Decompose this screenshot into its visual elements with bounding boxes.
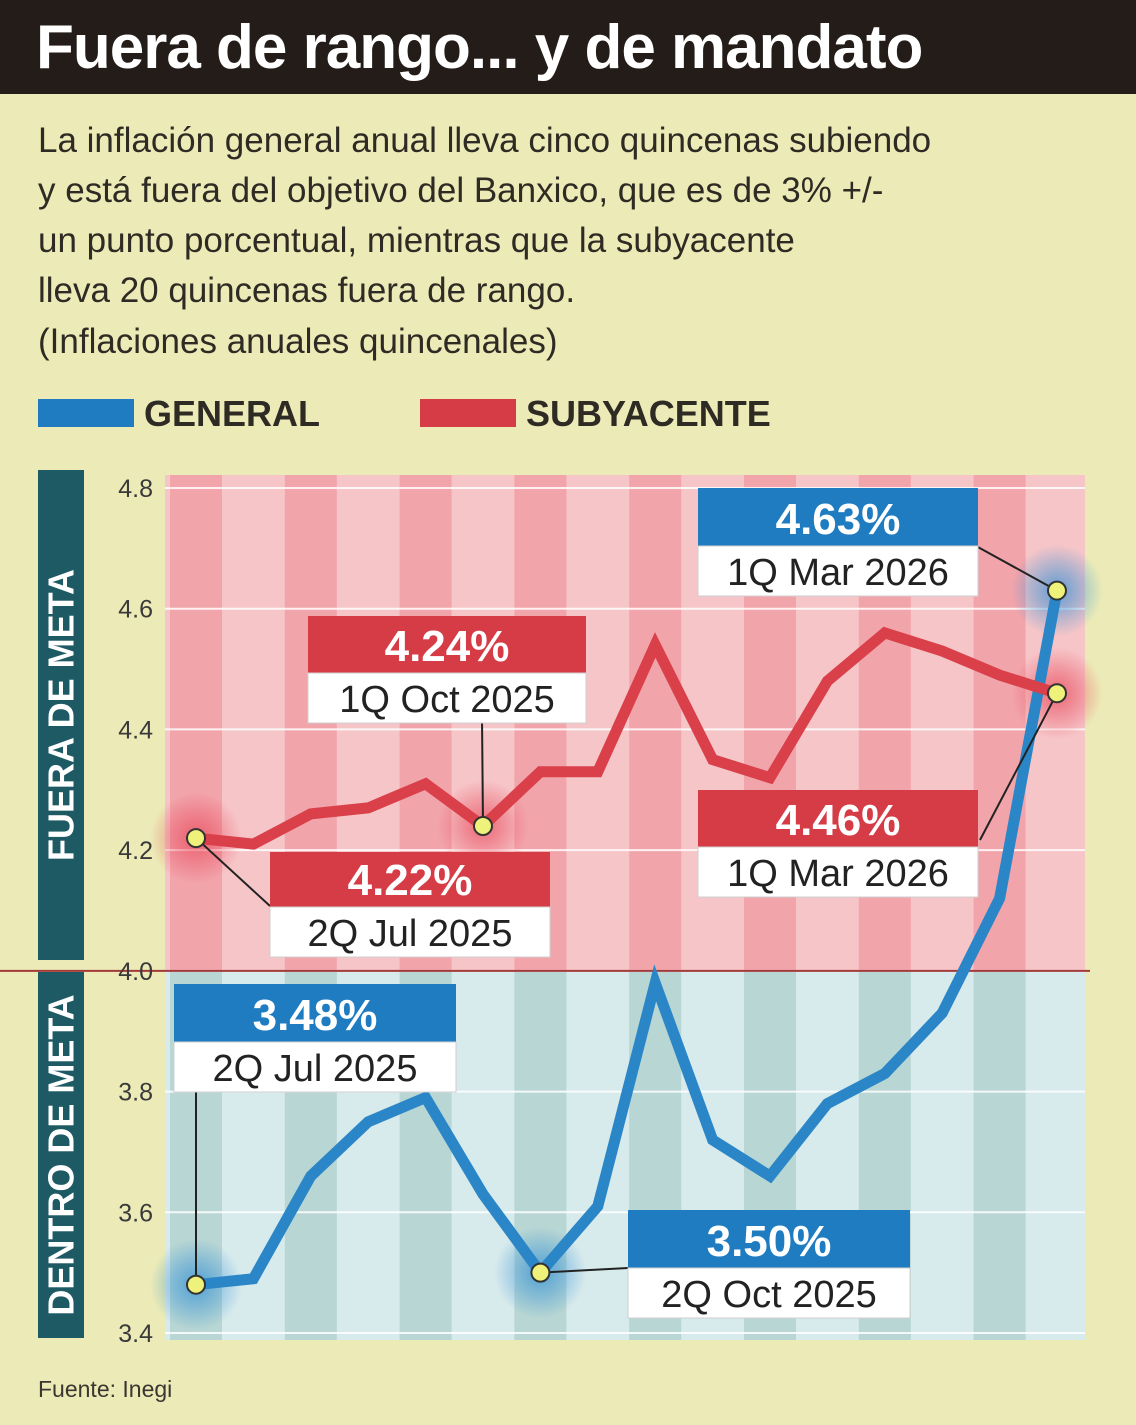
zone-label-upper-bg xyxy=(38,470,84,960)
series-line-subyacente xyxy=(195,626,1059,850)
y-tick-label: 3.6 xyxy=(118,1199,153,1227)
annotation-connector xyxy=(975,545,1058,592)
annotation-value: 4.22% xyxy=(348,856,473,905)
annotation-label: 1Q Oct 2025 xyxy=(339,679,554,721)
annotation-value: 3.50% xyxy=(707,1217,832,1266)
legend-label-general: GENERAL xyxy=(144,393,321,434)
annotation-connector xyxy=(481,717,484,827)
annotation-value-box xyxy=(698,790,978,847)
stripe-band xyxy=(629,475,682,971)
description-line: un punto porcentual, mientras que la sub… xyxy=(38,221,795,260)
annotation-connector xyxy=(195,837,271,907)
chart-subtitle: (Inflaciones anuales quincenales) xyxy=(38,322,558,361)
annotation-label-box xyxy=(697,545,979,597)
annotation-label-box xyxy=(697,846,979,898)
description-line: y está fuera del objetivo del Banxico, q… xyxy=(38,171,884,210)
annotation-label: 1Q Mar 2026 xyxy=(727,853,949,895)
zone-label-lower: DENTRO DE META xyxy=(41,994,82,1315)
description-line: La inflación general anual lleva cinco q… xyxy=(38,121,932,160)
annotation-label-box xyxy=(173,1041,457,1093)
annotation-value-box xyxy=(174,984,456,1042)
y-tick-label: 3.4 xyxy=(118,1320,153,1348)
stripe-band xyxy=(973,970,1026,1340)
data-point-marker xyxy=(473,816,493,836)
data-point-marker xyxy=(530,1262,551,1283)
annotation-connector xyxy=(540,1267,629,1274)
data-point-marker xyxy=(186,1274,206,1295)
annotation-label-box xyxy=(307,672,587,724)
data-point-marker xyxy=(1047,580,1067,601)
annotation-label-box xyxy=(269,906,551,958)
annotation-label: 2Q Oct 2025 xyxy=(661,1274,876,1316)
description: La inflación general anual lleva cinco q… xyxy=(38,116,1108,316)
annotation-value-box xyxy=(698,488,978,546)
stripe-band xyxy=(170,475,222,971)
zone-label-upper: FUERA DE META xyxy=(41,569,82,861)
y-tick-label: 4.0 xyxy=(118,958,153,986)
y-tick-label: 3.8 xyxy=(118,1079,153,1107)
annotation-value-box xyxy=(270,852,550,907)
title-bar: Fuera de rango... y de mandato xyxy=(0,0,1136,94)
y-tick-label: 4.6 xyxy=(118,596,153,624)
description-line: lleva 20 quincenas fuera de rango. xyxy=(38,271,576,310)
annotation-value-box xyxy=(308,616,586,673)
source-note: Fuente: Inegi xyxy=(38,1376,173,1402)
annotation-label-box xyxy=(627,1267,911,1319)
legend-swatch-subyacente xyxy=(420,399,516,427)
annotation-value: 4.63% xyxy=(776,495,901,544)
data-point-marker xyxy=(1047,683,1067,704)
annotation-label: 2Q Jul 2025 xyxy=(213,1048,418,1090)
zone-label-lower-bg xyxy=(38,972,84,1338)
y-tick-label: 4.4 xyxy=(118,716,153,744)
annotation-label: 2Q Jul 2025 xyxy=(308,913,513,955)
y-tick-label: 4.8 xyxy=(118,475,153,503)
legend-swatch-general xyxy=(38,399,134,427)
annotation-value: 4.24% xyxy=(385,622,510,671)
annotation-value: 4.46% xyxy=(776,796,901,845)
annotation-connector xyxy=(979,692,1058,841)
annotation-value: 3.48% xyxy=(253,991,378,1040)
data-point-marker xyxy=(186,828,206,849)
annotation-value-box xyxy=(628,1210,910,1268)
page-title: Fuera de rango... y de mandato xyxy=(36,13,923,82)
series-line-general xyxy=(195,589,1063,1291)
legend-label-subyacente: SUBYACENTE xyxy=(526,393,771,434)
annotation-label: 1Q Mar 2026 xyxy=(727,552,949,594)
y-tick-label: 4.2 xyxy=(118,837,153,865)
